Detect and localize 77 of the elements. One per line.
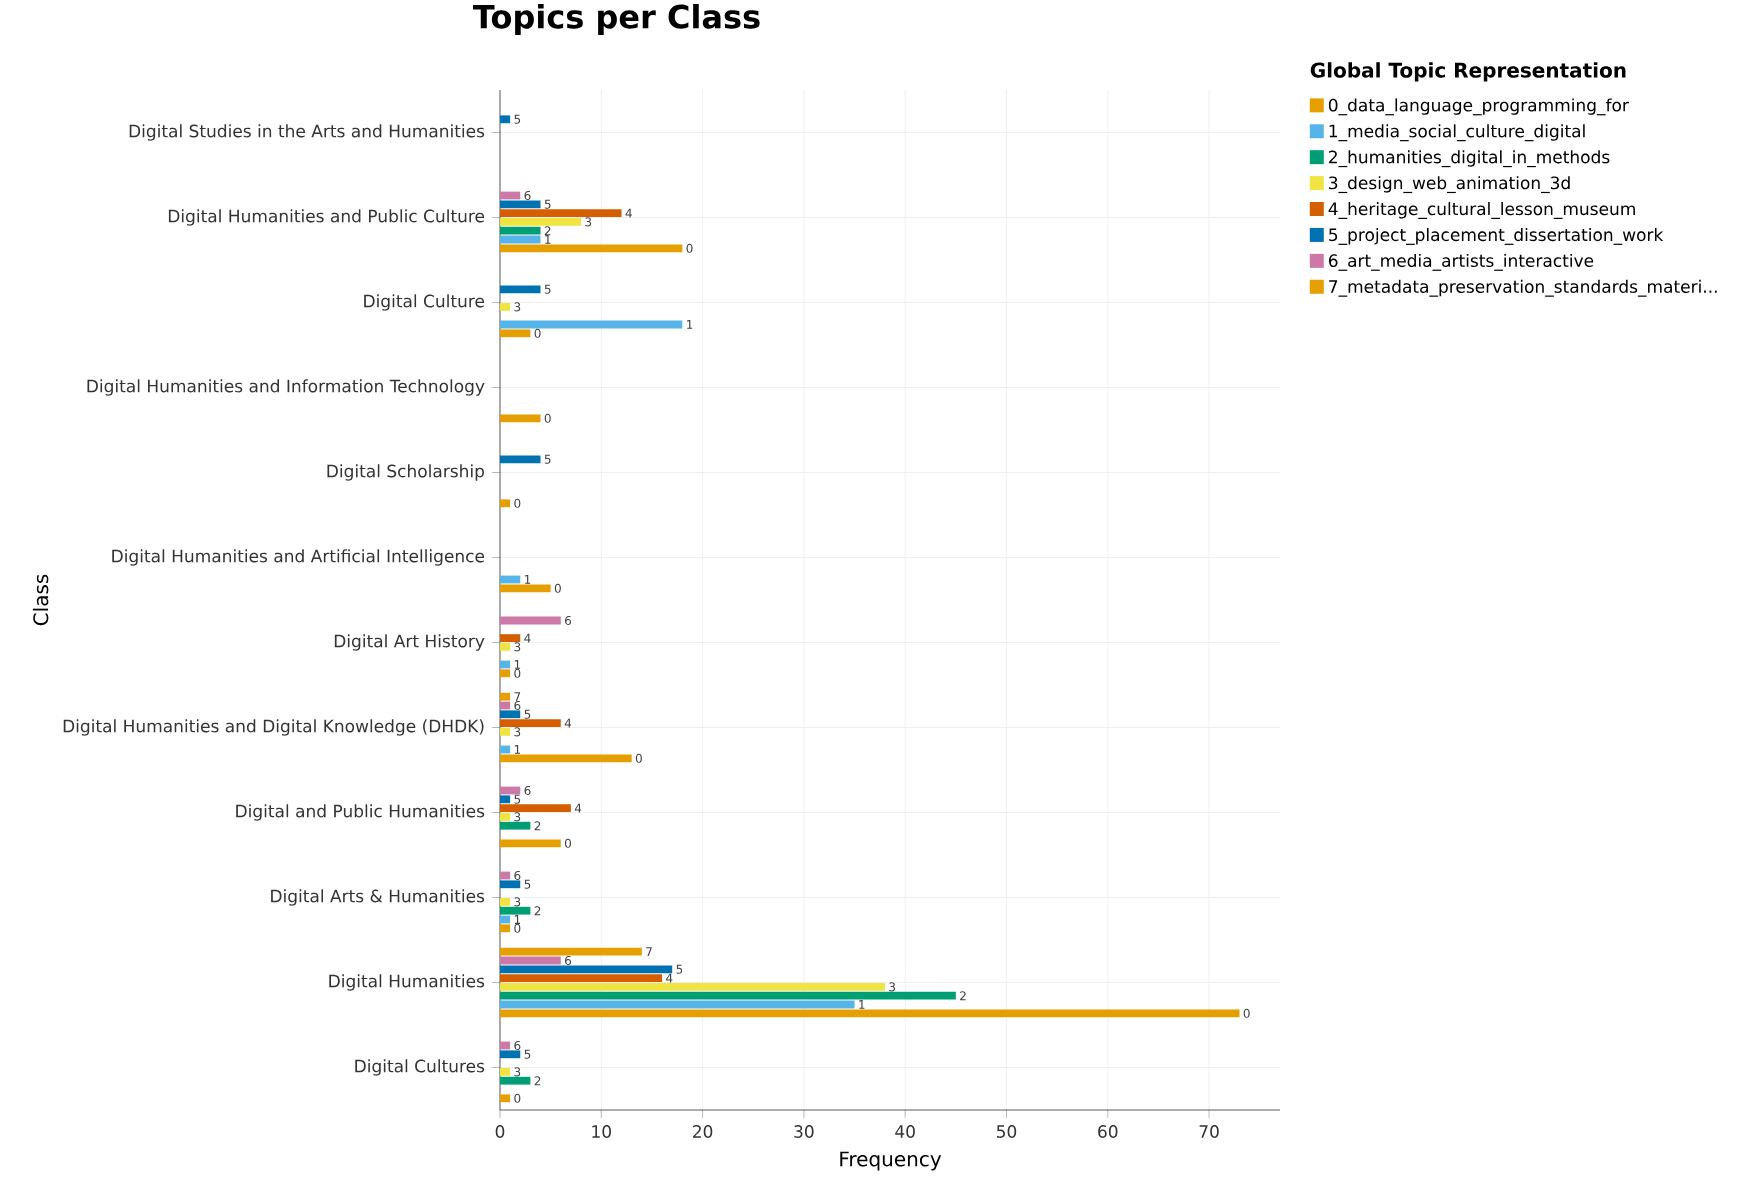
bar <box>499 1068 511 1076</box>
bar <box>499 1076 531 1085</box>
bar <box>499 1094 511 1103</box>
y-tick-label: Digital Humanities <box>329 974 485 991</box>
bar <box>499 455 541 464</box>
bar <box>499 634 521 642</box>
bar <box>499 991 956 1000</box>
y-tick-label: Digital and Public Humanities <box>236 804 485 821</box>
legend-label: 0_data_language_programming_for <box>1328 98 1629 116</box>
bar <box>499 983 885 991</box>
y-tick-label: Digital Cultures <box>355 1059 485 1076</box>
bar <box>499 947 642 956</box>
bar <box>499 924 511 933</box>
x-tick-label: 10 <box>592 1125 611 1138</box>
bar <box>499 302 511 311</box>
bar <box>499 285 541 294</box>
y-axis-title: Class <box>32 574 49 626</box>
bar <box>499 880 521 889</box>
x-axis-title: Frequency <box>840 1151 942 1171</box>
x-tick-label: 70 <box>1199 1125 1219 1138</box>
legend-label: 4_heritage_cultural_lesson_museum <box>1328 202 1635 219</box>
bar <box>499 754 632 763</box>
bar <box>499 974 663 982</box>
bar <box>499 821 531 830</box>
legend-label: 1_media_social_culture_digital <box>1329 124 1585 142</box>
bar <box>499 956 561 965</box>
y-tick-label: Digital Humanities and Digital Knowledge (DHDK) <box>63 719 484 736</box>
x-tick-label: 20 <box>693 1125 713 1138</box>
legend-label: 7_metadata_preservation_standards_materi... <box>1329 279 1717 297</box>
bar <box>499 414 541 423</box>
bar <box>499 329 531 338</box>
legend-title: Global Topic Representation <box>1310 62 1626 82</box>
legend-label: 5_project_placement_dissertation_work <box>1329 227 1664 245</box>
x-tick-label: 0 <box>495 1125 505 1138</box>
y-tick-label: Digital Humanities and Information Technology <box>87 379 485 396</box>
bar <box>499 217 582 226</box>
bar <box>499 804 571 812</box>
bar <box>499 898 511 906</box>
y-tick-label: Digital Studies in the Arts and Humanities <box>129 124 485 141</box>
bar <box>499 244 683 253</box>
x-tick-label: 50 <box>996 1125 1017 1138</box>
legend-label: 6_art_media_artists_interactive <box>1328 253 1594 271</box>
bar <box>499 115 511 124</box>
bar <box>499 616 561 625</box>
bar <box>499 200 541 209</box>
y-tick-label: Digital Culture <box>364 294 485 311</box>
x-tick-label: 30 <box>794 1125 814 1138</box>
bar <box>499 692 511 701</box>
bar <box>499 839 561 848</box>
bar <box>499 209 622 217</box>
bar <box>499 642 511 651</box>
bar <box>499 584 551 593</box>
x-tick-label: 60 <box>1098 1125 1118 1138</box>
bar <box>499 719 561 727</box>
y-tick-label: Digital Humanities and Public Culture <box>168 209 485 226</box>
bar <box>499 235 541 244</box>
bar <box>499 499 511 508</box>
y-tick-label: Digital Art History <box>334 634 485 651</box>
bar <box>499 1009 1240 1018</box>
y-tick-label: Digital Scholarship <box>327 464 485 481</box>
legend-label: 2_humanities_digital_in_methods <box>1329 150 1610 168</box>
bar <box>499 813 511 821</box>
bar <box>499 710 521 719</box>
y-tick-label: Digital Humanities and Artificial Intelligence <box>112 549 485 566</box>
bar <box>499 795 511 804</box>
bar <box>499 1050 521 1059</box>
legend-label: 3_design_web_animation_3d <box>1329 176 1570 194</box>
bar <box>499 320 683 329</box>
bar <box>499 728 511 736</box>
bar <box>499 965 673 974</box>
y-tick-label: Digital Arts & Humanities <box>271 889 485 906</box>
chart-title: Topics per Class <box>473 3 760 35</box>
bar <box>499 669 511 678</box>
x-tick-label: 40 <box>895 1125 915 1138</box>
bar <box>499 226 541 235</box>
bar <box>499 1000 855 1009</box>
bar <box>499 906 531 915</box>
